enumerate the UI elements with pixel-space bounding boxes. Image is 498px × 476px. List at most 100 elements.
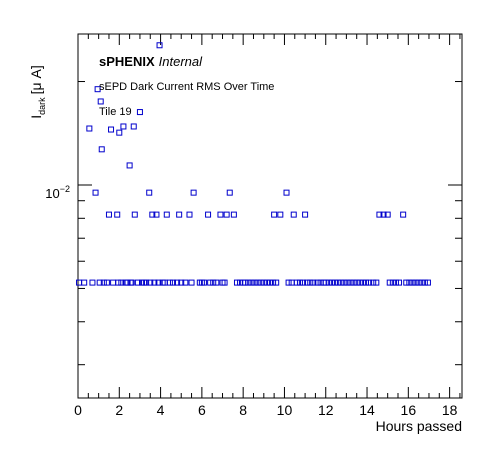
data-point [242, 279, 249, 286]
data-point [310, 279, 317, 286]
data-point [267, 279, 273, 286]
data-point [126, 162, 133, 169]
brand-bold: sPHENIX [99, 54, 155, 69]
data-point [386, 279, 393, 286]
data-point [290, 211, 297, 218]
data-point [338, 279, 345, 286]
data-point [328, 279, 335, 286]
y-axis-label: Idark [μ A] [28, 65, 47, 118]
brand-italic: Internal [159, 54, 203, 69]
data-point [178, 279, 185, 286]
data-point [233, 279, 240, 286]
data-point [400, 211, 407, 218]
x-tick-label: 6 [198, 402, 206, 418]
tile-label: Tile 19 [99, 106, 132, 118]
data-point [380, 211, 387, 218]
data-point [146, 189, 153, 196]
data-point [120, 123, 127, 130]
data-point [260, 279, 267, 286]
data-point [149, 211, 156, 218]
data-point [115, 279, 122, 286]
data-point [263, 279, 270, 286]
x-axis-ticks: 0 2 4 6 8 10 12 14 16 18 [74, 34, 461, 418]
data-point [166, 279, 173, 286]
data-point [81, 279, 88, 286]
data-point [363, 279, 369, 286]
data-point [356, 279, 363, 286]
y-axis-label-sub: dark [37, 97, 47, 115]
x-axis-label: Hours passed [376, 418, 462, 434]
data-point [335, 279, 342, 286]
data-point [245, 279, 252, 286]
data-point [270, 279, 277, 286]
data-point [223, 211, 230, 218]
data-point [421, 279, 428, 286]
x-tick-label: 8 [239, 402, 247, 418]
data-point [406, 279, 413, 286]
data-point [317, 279, 324, 286]
data-point [344, 279, 351, 286]
data-point [273, 279, 280, 286]
data-point [156, 42, 163, 49]
data-point [151, 279, 158, 286]
data-point [237, 279, 244, 286]
data-point [134, 279, 141, 286]
y-tick-exponent: −2 [60, 184, 70, 194]
plot-frame [77, 33, 463, 399]
data-point [124, 279, 131, 286]
data-point [221, 279, 228, 286]
data-point [96, 279, 103, 286]
data-point [412, 279, 419, 286]
data-point [285, 279, 292, 286]
data-point [94, 86, 101, 93]
data-point [118, 279, 125, 286]
data-point [257, 279, 264, 286]
data-point [418, 279, 425, 286]
data-point [283, 189, 290, 196]
data-point [322, 279, 329, 286]
data-point [188, 279, 195, 286]
data-point [128, 279, 135, 286]
data-point [271, 211, 278, 218]
data-point [293, 279, 300, 286]
data-point [190, 189, 197, 196]
data-point [130, 123, 137, 130]
data-point [376, 211, 383, 218]
y-tick-base: 10 [45, 186, 59, 201]
data-point [100, 279, 107, 286]
y-axis-label-units: [μ A] [28, 65, 44, 94]
data-point [97, 98, 104, 105]
data-point [396, 279, 403, 286]
data-point [147, 279, 154, 286]
data-point [403, 279, 410, 286]
x-tick-label: 4 [157, 402, 165, 418]
data-point [105, 211, 112, 218]
data-point [98, 146, 105, 153]
data-point [143, 279, 150, 286]
data-point [251, 279, 258, 286]
data-point [277, 211, 284, 218]
x-tick-label: 2 [115, 402, 123, 418]
data-point [174, 279, 181, 286]
data-point [384, 211, 391, 218]
data-point [110, 279, 117, 286]
data-point [210, 279, 217, 286]
data-points [76, 42, 431, 286]
data-point [108, 126, 115, 133]
data-point [341, 279, 348, 286]
data-point [207, 279, 214, 286]
data-point [92, 189, 99, 196]
data-point [226, 189, 233, 196]
data-point [325, 279, 332, 286]
data-point [359, 279, 366, 286]
data-point [415, 279, 422, 286]
brand-label: sPHENIX Internal [99, 54, 203, 69]
data-point [314, 279, 321, 286]
x-tick-label: 14 [359, 402, 375, 418]
data-point [217, 211, 224, 218]
data-point [76, 279, 83, 286]
data-point [163, 211, 170, 218]
data-point [424, 279, 431, 286]
x-tick-label: 18 [442, 402, 458, 418]
